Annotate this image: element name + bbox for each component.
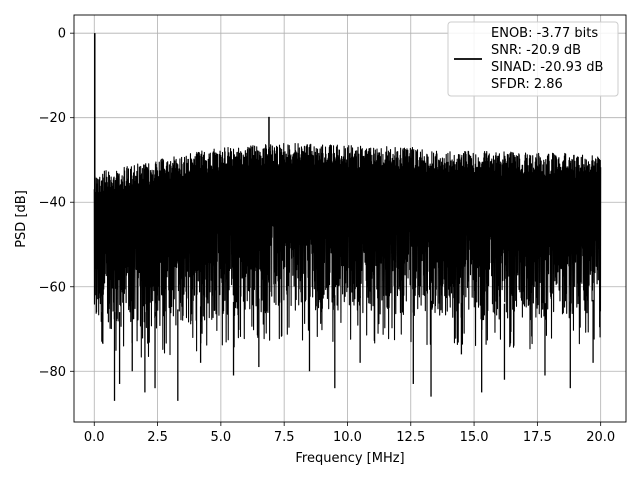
y-axis-label: PSD [dB]	[14, 190, 29, 248]
x-axis-label: Frequency [MHz]	[295, 451, 404, 466]
x-tick-label: 7.5	[274, 430, 295, 445]
x-tick-label: 5.0	[211, 430, 232, 445]
y-tick-label: −60	[39, 280, 66, 295]
x-tick-label: 10.0	[333, 430, 362, 445]
legend-line-snr: SNR: -20.9 dB	[491, 43, 581, 58]
x-tick-label: 15.0	[460, 430, 489, 445]
x-tick-label: 12.5	[396, 430, 425, 445]
x-tick-label: 17.5	[523, 430, 552, 445]
legend-box	[447, 21, 619, 97]
x-tick-label: 2.5	[147, 430, 168, 445]
legend-line-sinad: SINAD: -20.93 dB	[491, 60, 603, 75]
plot-frame	[73, 14, 627, 423]
x-tick-label: 0.0	[84, 430, 105, 445]
series-layer	[93, 33, 602, 401]
y-axis: 0 −20 −40 −60 −80	[39, 27, 74, 380]
legend: ENOB: -3.77 bits SNR: -20.9 dB SINAD: -2…	[447, 21, 619, 97]
y-tick-label: −20	[39, 111, 66, 126]
y-tick-label: −80	[39, 365, 66, 380]
legend-line-sfdr: SFDR: 2.86	[491, 77, 563, 92]
legend-line-enob: ENOB: -3.77 bits	[491, 26, 598, 41]
x-tick-label: 20.0	[586, 430, 615, 445]
psd-series-line	[93, 142, 602, 358]
y-tick-label: −40	[39, 196, 66, 211]
y-tick-label: 0	[58, 27, 66, 42]
x-axis: 0.0 2.5 5.0 7.5 10.0 12.5 15.0 17.5 20.0	[84, 422, 615, 445]
